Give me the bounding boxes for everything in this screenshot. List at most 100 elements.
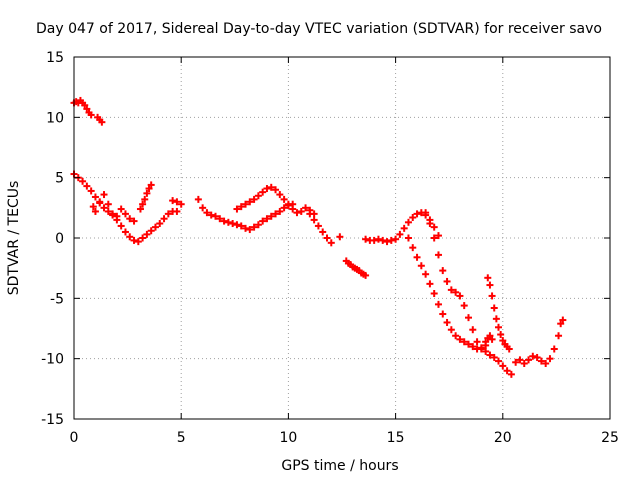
x-tick-label: 5 xyxy=(177,430,186,446)
points-layer xyxy=(70,96,567,378)
data-point xyxy=(113,212,121,220)
data-point xyxy=(379,236,387,244)
data-point xyxy=(293,209,301,217)
data-point xyxy=(141,195,149,203)
data-point xyxy=(447,286,455,294)
data-point xyxy=(310,216,318,224)
x-tick-label: 15 xyxy=(387,430,405,446)
data-point xyxy=(104,207,112,215)
data-point xyxy=(314,222,322,230)
data-point xyxy=(272,210,280,218)
data-point xyxy=(147,181,155,189)
data-point xyxy=(81,101,89,109)
data-point xyxy=(289,205,297,213)
data-point xyxy=(79,177,87,185)
data-point xyxy=(284,200,292,208)
y-tick-label: 5 xyxy=(55,171,64,187)
data-point xyxy=(490,353,498,361)
data-point xyxy=(100,204,108,212)
data-point xyxy=(430,223,438,231)
data-point xyxy=(276,207,284,215)
data-point xyxy=(434,251,442,259)
data-point xyxy=(430,234,438,242)
data-point xyxy=(482,347,490,355)
grid-layer xyxy=(74,57,610,419)
data-point xyxy=(130,236,138,244)
data-point xyxy=(237,222,245,230)
chart-title: Day 047 of 2017, Sidereal Day-to-day VTE… xyxy=(36,21,602,37)
data-point xyxy=(533,353,541,361)
data-point xyxy=(525,356,533,364)
data-point xyxy=(503,367,511,375)
data-point xyxy=(499,362,507,370)
data-point xyxy=(254,221,262,229)
data-point xyxy=(443,318,451,326)
data-point xyxy=(413,210,421,218)
data-point xyxy=(327,239,335,247)
data-point xyxy=(194,195,202,203)
data-point xyxy=(242,224,250,232)
data-point xyxy=(229,220,237,228)
data-point xyxy=(276,191,284,199)
data-point xyxy=(452,288,460,296)
data-point xyxy=(520,359,528,367)
data-point xyxy=(434,300,442,308)
data-point xyxy=(484,274,492,282)
data-point xyxy=(319,228,327,236)
data-point xyxy=(447,326,455,334)
data-point xyxy=(439,310,447,318)
x-tick-label: 10 xyxy=(279,430,297,446)
data-point xyxy=(537,357,545,365)
data-point xyxy=(237,203,245,211)
data-point xyxy=(259,217,267,225)
data-point xyxy=(486,351,494,359)
data-point xyxy=(473,338,481,346)
data-point xyxy=(246,226,254,234)
data-point xyxy=(362,271,370,279)
data-point xyxy=(362,235,370,243)
x-tick-label: 25 xyxy=(601,430,619,446)
data-point xyxy=(443,277,451,285)
data-point xyxy=(413,253,421,261)
data-point xyxy=(512,358,520,366)
y-tick-label: 10 xyxy=(46,110,64,126)
y-tick-label: 0 xyxy=(55,231,64,247)
data-point xyxy=(173,207,181,215)
data-point xyxy=(495,357,503,365)
data-point xyxy=(492,315,500,323)
data-point xyxy=(426,220,434,228)
data-point xyxy=(136,205,144,213)
data-point xyxy=(422,270,430,278)
data-point xyxy=(400,224,408,232)
y-tick-label: -10 xyxy=(41,352,64,368)
data-point xyxy=(104,200,112,208)
data-point xyxy=(464,314,472,322)
x-tick-label: 0 xyxy=(70,430,79,446)
data-point xyxy=(216,215,224,223)
data-point xyxy=(488,335,496,343)
data-point xyxy=(164,210,172,218)
data-point xyxy=(529,352,537,360)
data-point xyxy=(452,332,460,340)
data-point xyxy=(100,191,108,199)
data-point xyxy=(160,215,168,223)
data-point xyxy=(121,210,129,218)
data-point xyxy=(460,338,468,346)
data-point xyxy=(220,217,228,225)
data-point xyxy=(121,228,129,236)
data-point xyxy=(250,223,258,231)
data-point xyxy=(439,267,447,275)
data-point xyxy=(134,238,142,246)
y-axis-label: SDTVAR / TECUs xyxy=(6,181,22,296)
data-point xyxy=(497,331,505,339)
data-point xyxy=(486,332,494,340)
data-point xyxy=(267,183,275,191)
data-point xyxy=(87,187,95,195)
y-tick-label: -15 xyxy=(41,412,64,428)
data-point xyxy=(456,292,464,300)
data-point xyxy=(392,235,400,243)
data-point xyxy=(139,200,147,208)
data-point xyxy=(422,209,430,217)
x-tick-label: 20 xyxy=(494,430,512,446)
